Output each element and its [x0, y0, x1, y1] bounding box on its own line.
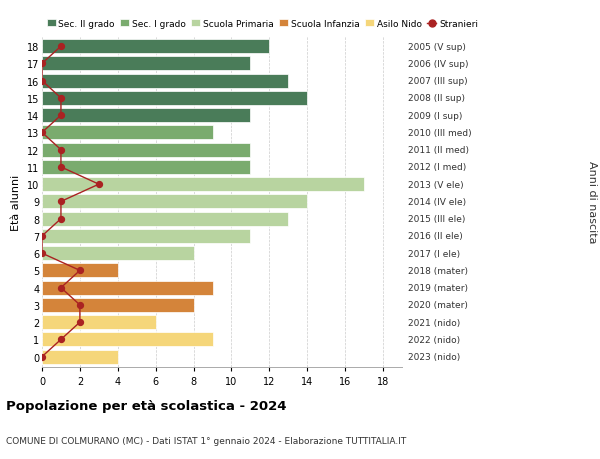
Text: 2005 (V sup): 2005 (V sup): [408, 43, 466, 51]
Text: 2006 (IV sup): 2006 (IV sup): [408, 60, 469, 69]
Y-axis label: Età alunni: Età alunni: [11, 174, 21, 230]
Text: Anni di nascita: Anni di nascita: [587, 161, 597, 243]
Text: 2016 (II ele): 2016 (II ele): [408, 232, 463, 241]
Text: 2007 (III sup): 2007 (III sup): [408, 77, 467, 86]
Bar: [42, 195, 307, 209]
Legend: Sec. II grado, Sec. I grado, Scuola Primaria, Scuola Infanzia, Asilo Nido, Stran: Sec. II grado, Sec. I grado, Scuola Prim…: [47, 20, 478, 29]
Bar: [42, 109, 250, 123]
Point: [56, 198, 66, 206]
Bar: [42, 40, 269, 54]
Point: [37, 129, 47, 137]
Text: 2014 (IV ele): 2014 (IV ele): [408, 197, 466, 207]
Text: 2020 (mater): 2020 (mater): [408, 301, 468, 310]
Point: [75, 319, 85, 326]
Text: 2019 (mater): 2019 (mater): [408, 284, 468, 292]
Point: [37, 78, 47, 85]
Bar: [42, 315, 155, 330]
Bar: [42, 143, 250, 157]
Point: [56, 147, 66, 154]
Text: 2021 (nido): 2021 (nido): [408, 318, 460, 327]
Bar: [42, 333, 212, 347]
Point: [56, 284, 66, 292]
Bar: [42, 230, 250, 243]
Text: 2013 (V ele): 2013 (V ele): [408, 180, 464, 189]
Text: 2018 (mater): 2018 (mater): [408, 266, 468, 275]
Point: [56, 44, 66, 51]
Bar: [42, 126, 212, 140]
Bar: [42, 92, 307, 106]
Text: 2022 (nido): 2022 (nido): [408, 335, 460, 344]
Point: [56, 112, 66, 120]
Text: 2017 (I ele): 2017 (I ele): [408, 249, 460, 258]
Text: 2023 (nido): 2023 (nido): [408, 353, 460, 361]
Text: 2010 (III med): 2010 (III med): [408, 129, 472, 138]
Point: [75, 302, 85, 309]
Text: 2008 (II sup): 2008 (II sup): [408, 94, 465, 103]
Point: [56, 215, 66, 223]
Bar: [42, 212, 289, 226]
Text: 2015 (III ele): 2015 (III ele): [408, 215, 466, 224]
Point: [56, 336, 66, 343]
Bar: [42, 264, 118, 278]
Point: [94, 181, 104, 188]
Bar: [42, 298, 194, 312]
Point: [56, 164, 66, 171]
Point: [56, 95, 66, 102]
Text: COMUNE DI COLMURANO (MC) - Dati ISTAT 1° gennaio 2024 - Elaborazione TUTTITALIA.: COMUNE DI COLMURANO (MC) - Dati ISTAT 1°…: [6, 436, 406, 445]
Bar: [42, 246, 194, 261]
Point: [37, 61, 47, 68]
Bar: [42, 178, 364, 192]
Bar: [42, 281, 212, 295]
Text: 2011 (II med): 2011 (II med): [408, 146, 469, 155]
Bar: [42, 161, 250, 174]
Text: 2012 (I med): 2012 (I med): [408, 163, 466, 172]
Bar: [42, 350, 118, 364]
Bar: [42, 74, 289, 89]
Point: [37, 353, 47, 361]
Point: [37, 250, 47, 257]
Point: [37, 233, 47, 240]
Text: Popolazione per età scolastica - 2024: Popolazione per età scolastica - 2024: [6, 399, 287, 412]
Text: 2009 (I sup): 2009 (I sup): [408, 112, 463, 120]
Bar: [42, 57, 250, 71]
Point: [75, 267, 85, 274]
